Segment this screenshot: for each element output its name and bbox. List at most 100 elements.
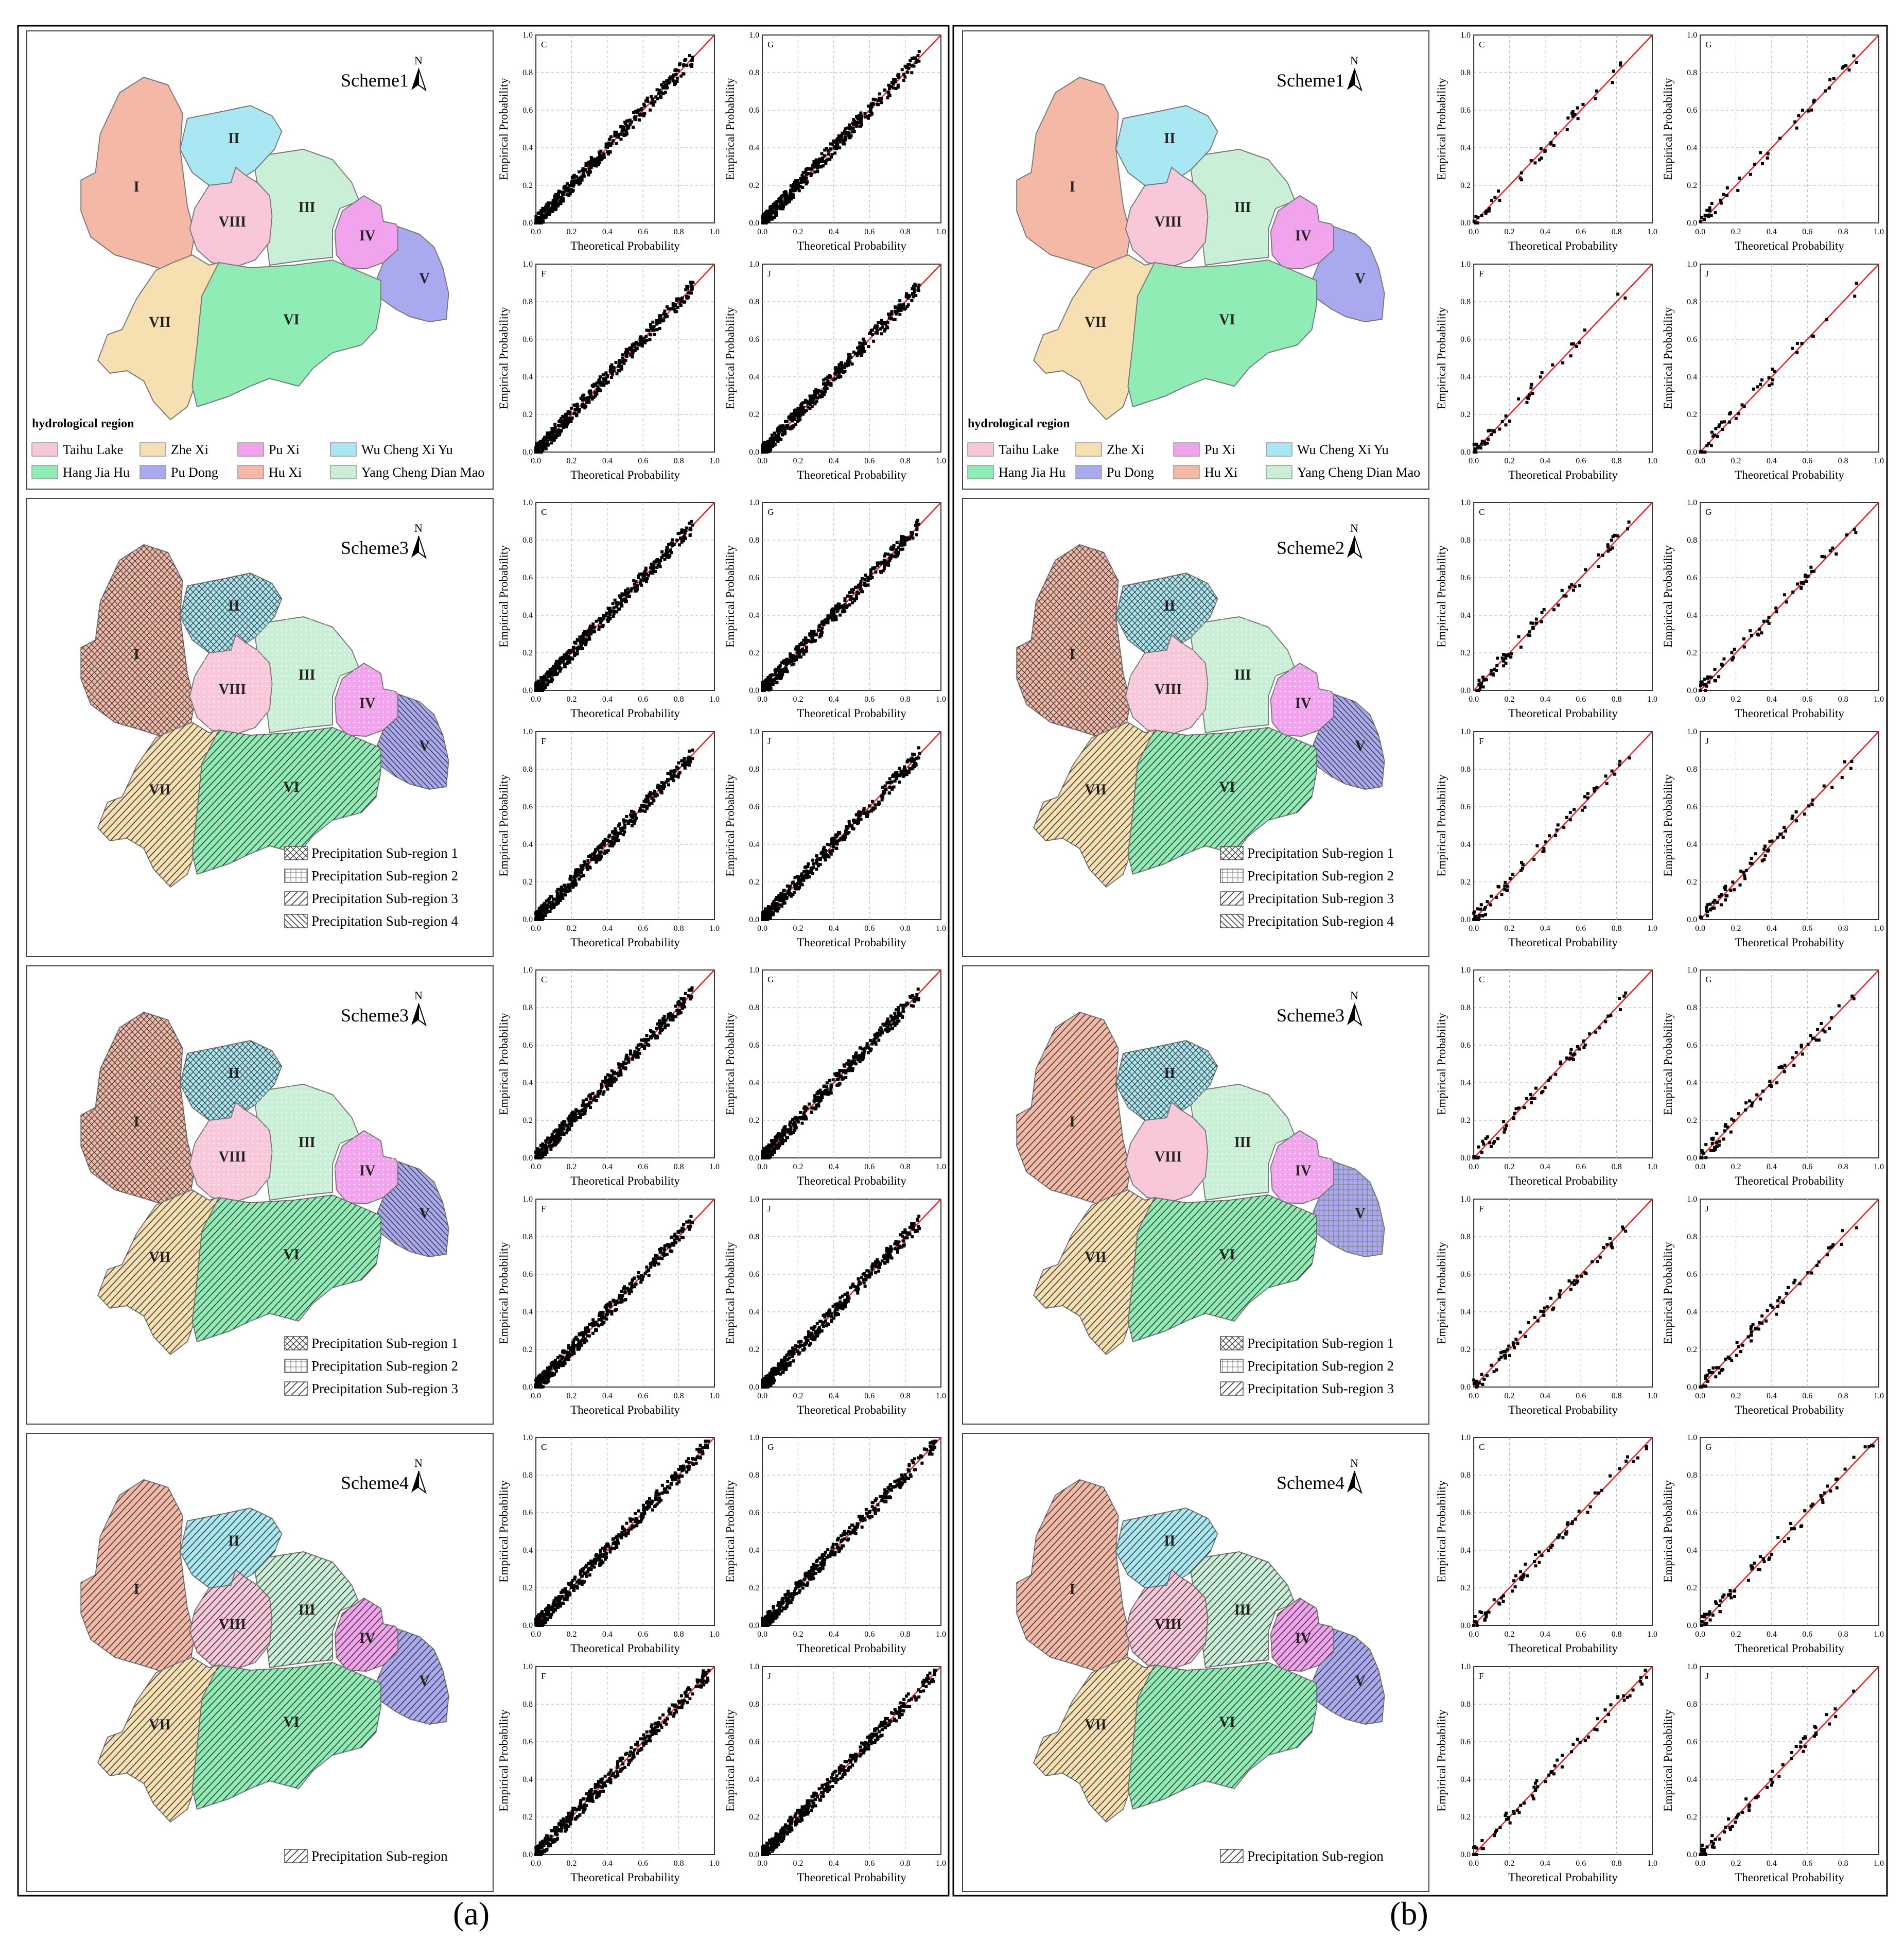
data-point [771,442,774,446]
data-point [1480,439,1484,443]
data-point [648,108,652,112]
data-point [782,427,785,430]
data-point [643,578,647,581]
y-tick-label: 0.8 [749,298,759,306]
qq-plot: 0.00.00.20.20.40.40.60.60.80.81.01.0JThe… [724,260,946,481]
legend-swatch-hatch [1220,914,1243,928]
data-point [869,577,872,580]
data-point [912,295,915,299]
data-point [791,893,795,896]
data-point [624,1058,627,1061]
data-point [863,811,866,815]
north-label: N [414,522,423,534]
data-point [872,339,876,343]
data-point [910,71,914,75]
x-axis-title: Theoretical Probability [570,469,680,481]
data-point [628,123,632,126]
region-I-hatch [81,545,195,738]
data-point [1618,759,1622,763]
region-label-V: V [1355,737,1365,754]
data-point [638,809,641,813]
data-point [866,579,870,582]
data-point [792,656,795,660]
data-point [1504,880,1507,884]
data-point [1504,423,1508,427]
data-point [550,1133,554,1136]
data-point [675,79,679,83]
region-VI-hatch [192,1195,381,1342]
data-point [880,319,883,322]
data-point [852,130,856,133]
y-tick-label: 1.0 [749,31,759,40]
data-point [623,1066,627,1070]
y-axis-title: Empirical Probability [724,307,737,409]
y-tick-label: 0.2 [1460,181,1471,190]
data-point [775,213,778,216]
data-point [1831,546,1835,550]
data-point [1756,385,1759,389]
data-point [615,1072,619,1076]
data-point [602,614,605,617]
data-point [674,73,678,76]
data-point [818,157,822,161]
data-point [555,1137,558,1141]
data-point [607,1073,611,1077]
data-point [808,407,812,410]
data-point [584,643,587,647]
data-point [898,313,902,316]
data-point [606,150,609,154]
data-point [879,327,882,331]
data-point [1801,109,1804,112]
data-point [596,1095,600,1098]
data-point [1474,450,1478,454]
data-point [580,871,583,875]
x-axis-title: Theoretical Probability [1508,707,1618,720]
data-point [556,892,560,895]
data-point [550,1145,554,1148]
x-axis-title: Theoretical Probability [570,936,680,949]
data-point [910,57,914,60]
data-point [807,870,811,874]
hydro-legend-title: hydrological region [32,417,134,430]
data-point [785,884,789,888]
data-point [785,197,789,200]
data-point [806,405,810,409]
data-point [567,883,570,887]
data-point [1473,447,1477,451]
data-point [583,168,587,171]
data-point [867,804,871,808]
x-tick-label: 1.0 [1647,924,1657,933]
data-point [548,680,551,684]
data-point [658,565,662,568]
data-point [540,441,544,445]
data-point [1707,680,1711,684]
data-point [822,847,826,851]
data-point [889,317,893,321]
data-point [608,137,612,141]
data-point [1717,425,1721,428]
plot-letter: J [767,736,771,746]
data-point [560,198,563,201]
data-point [577,873,581,877]
region-label-VI: VI [283,311,299,328]
data-point [862,340,866,343]
data-point [801,407,805,410]
x-tick-label: 0.6 [638,457,648,465]
data-point [571,883,574,887]
data-point [684,536,687,540]
legend-item-label: Pu Xi [1204,442,1235,457]
data-point [1713,906,1716,910]
legend-swatch-hatch [1220,869,1243,882]
plot-letter: C [1479,40,1484,49]
data-point [873,326,877,330]
data-point [636,1054,640,1058]
data-point [862,337,865,341]
data-point [615,142,618,145]
data-point [775,677,779,680]
data-point [608,844,612,847]
north-label: N [1350,522,1358,534]
data-point [610,363,614,367]
data-point [850,362,854,366]
data-point [558,1136,562,1140]
data-point [1791,591,1795,594]
